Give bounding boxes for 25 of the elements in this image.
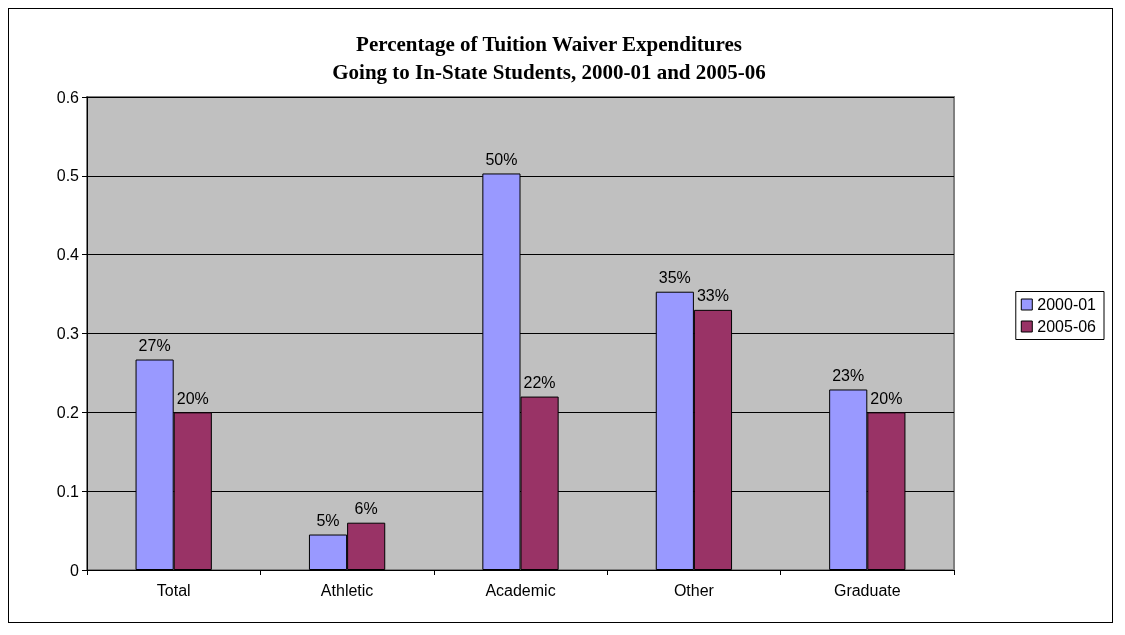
y-tick-label: 0.2	[56, 403, 80, 421]
y-tick-label: 0.3	[56, 325, 80, 342]
y-tick-label: 0	[70, 561, 80, 579]
data-label: 20%	[176, 389, 209, 407]
legend-label: 2000-01	[1037, 296, 1097, 313]
data-label: 35%	[658, 269, 691, 287]
y-tick-label: 0.6	[56, 88, 80, 106]
data-label: 50%	[485, 150, 518, 168]
data-label: 5%	[316, 512, 340, 530]
y-tick-label: 0.1	[56, 482, 80, 500]
y-tick-label: 0.4	[56, 246, 80, 264]
data-label: 27%	[138, 337, 171, 355]
y-tick-label: 0.5	[56, 167, 80, 185]
data-label: 6%	[354, 500, 378, 518]
legend-label: 2005-06	[1037, 318, 1097, 335]
data-label: 22%	[523, 374, 556, 392]
data-label: 23%	[832, 366, 865, 384]
x-tick-label: Athletic	[320, 581, 374, 599]
x-tick-label: Graduate	[833, 581, 901, 599]
x-tick-label: Total	[156, 581, 191, 599]
data-label: 20%	[870, 389, 903, 407]
x-tick-label: Academic	[485, 581, 556, 599]
data-label: 33%	[696, 287, 729, 305]
x-tick-label: Other	[673, 581, 715, 599]
chart-title: Percentage of Tuition Waiver Expenditures Going to In-State Students, 2000-01 and 2005-06	[332, 32, 766, 84]
